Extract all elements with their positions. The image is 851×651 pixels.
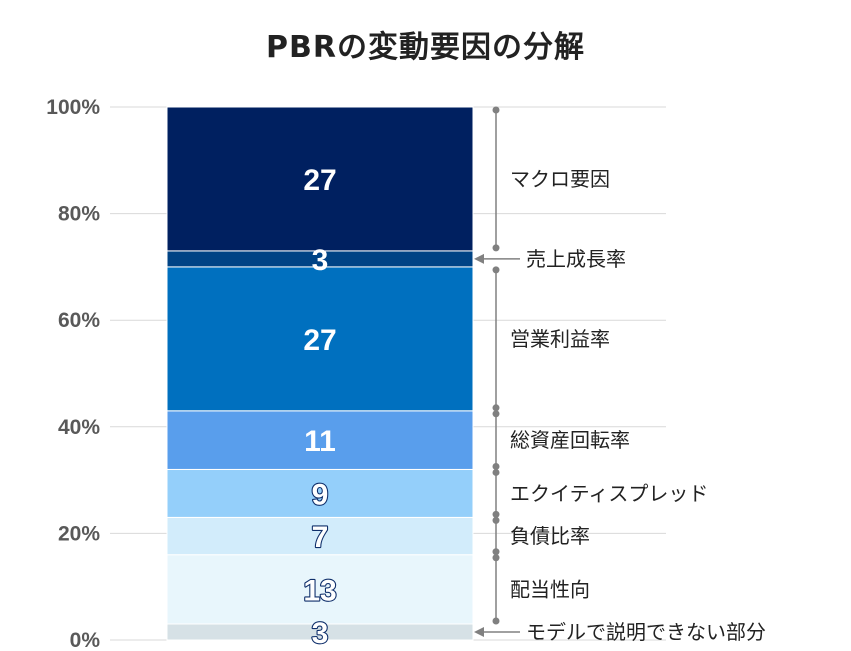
segment-value-label-総資産回転率: 11	[304, 425, 336, 458]
annotation-label-売上成長率: 売上成長率	[526, 247, 626, 271]
bracket-dot-bottom-配当性向	[492, 617, 500, 625]
annotation-label-配当性向: 配当性向	[510, 577, 590, 601]
bracket-dot-bottom-エクイティスプレッド	[492, 510, 500, 518]
bracket-dot-bottom-営業利益率	[492, 404, 500, 412]
bracket-dot-top-負債比率	[492, 516, 500, 524]
bracket-dot-bottom-総資産回転率	[492, 462, 500, 470]
y-tick-label-20: 20%	[58, 522, 100, 545]
bracket-dot-bottom-負債比率	[492, 548, 500, 556]
segment-value-label-エクイティスプレッド: 9	[312, 478, 329, 511]
y-tick-label-40: 40%	[58, 416, 100, 439]
arrow-head-売上成長率	[474, 253, 484, 264]
bar-segments	[166, 106, 474, 641]
bracket-dot-bottom-マクロ要因	[492, 244, 500, 252]
segment-annotations: モデルで説明できない部分 配当性向 負債比率 エクイティスプレッド総資産回転率営業利益…	[474, 106, 766, 644]
annotation-label-モデルで説明できない部分: モデルで説明できない部分	[526, 620, 766, 644]
y-tick-label-60: 60%	[58, 309, 100, 332]
y-tick-label-100: 100%	[46, 96, 100, 119]
bracket-dot-top-配当性向	[492, 554, 500, 562]
segment-value-labels: 3 13 7 9 11 27 3 27	[302, 164, 338, 651]
bracket-dot-top-営業利益率	[492, 266, 500, 274]
segment-value-label-営業利益率: 27	[303, 324, 336, 357]
arrow-head-モデルで説明できない部分	[474, 627, 484, 638]
bracket-dot-top-総資産回転率	[492, 410, 500, 418]
annotation-label-総資産回転率: 総資産回転率	[510, 428, 630, 452]
bar-segment-マクロ要因	[166, 106, 474, 252]
annotation-label-負債比率: 負債比率	[510, 524, 590, 548]
segment-value-label-売上成長率: 3	[312, 244, 329, 277]
annotation-label-マクロ要因: マクロ要因	[510, 167, 610, 191]
segment-value-label-モデルで説明できない部分: 3	[312, 617, 329, 650]
chart-title: PBRの変動要因の分解	[266, 30, 585, 65]
annotation-label-エクイティスプレッド: エクイティスプレッド	[510, 481, 708, 505]
bracket-dot-top-マクロ要因	[492, 106, 500, 114]
bar-segment-配当性向	[166, 554, 474, 625]
bracket-dot-top-エクイティスプレッド	[492, 468, 500, 476]
y-axis-ticks: 0% 20% 40% 60% 80% 100%	[46, 96, 100, 651]
segment-value-label-負債比率: 7	[312, 521, 329, 554]
y-tick-label-0: 0%	[70, 629, 101, 651]
segment-value-label-配当性向: 13	[303, 574, 336, 607]
y-tick-label-80: 80%	[58, 203, 100, 226]
bar-segment-営業利益率	[166, 266, 474, 412]
annotation-label-営業利益率: 営業利益率	[510, 327, 610, 351]
segment-value-label-マクロ要因: 27	[303, 164, 336, 197]
